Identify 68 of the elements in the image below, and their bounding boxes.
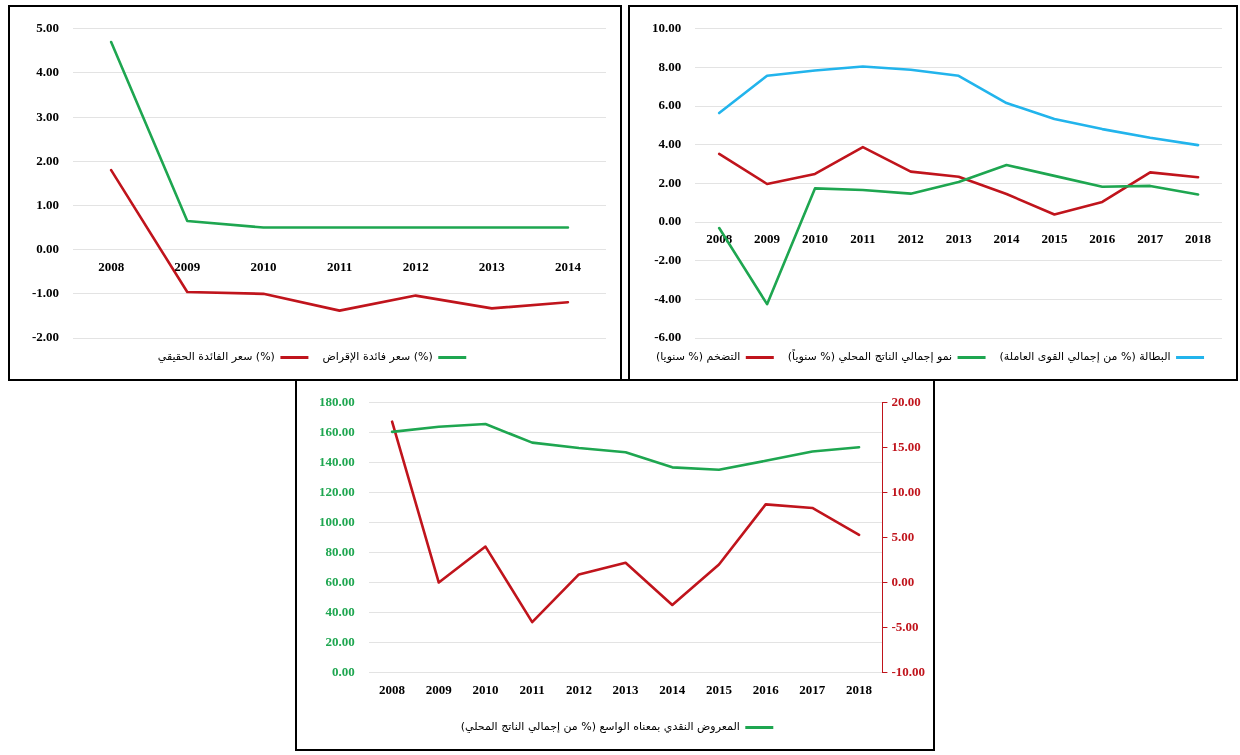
y-tick-label: 140.00 (319, 454, 355, 470)
y-tick-label: 8.00 (658, 58, 682, 74)
y-tick-label: -6.00 (654, 329, 682, 345)
y-tick-label: 0.00 (332, 663, 355, 679)
x-tick-label: 2010 (472, 681, 499, 697)
y2-tick-label: 15.00 (891, 439, 921, 455)
legend-label: نمو إجمالي الناتج المحلي (% سنوياً) (787, 347, 953, 364)
x-tick-label: 2011 (850, 231, 876, 247)
y-tick-label: 10.00 (652, 20, 682, 36)
legend-label: سعر فائدة الإقراض (%) (322, 350, 433, 364)
x-tick-label: 2009 (174, 258, 201, 274)
y-tick-label: 3.00 (36, 108, 60, 124)
x-tick-label: 2011 (326, 258, 353, 274)
x-tick-label: 2014 (554, 258, 582, 274)
x-tick-label: 2009 (754, 231, 781, 247)
x-tick-label: 2018 (846, 681, 873, 697)
x-tick-label: 2012 (402, 258, 429, 274)
x-tick-label: 2013 (945, 231, 973, 247)
y-tick-label: -1.00 (31, 285, 60, 301)
y-tick-label: 2.00 (658, 174, 682, 190)
x-tick-label: 2014 (659, 681, 686, 697)
x-tick-label: 2017 (1137, 231, 1164, 247)
x-tick-label: 2013 (612, 681, 640, 697)
y-tick-label: 2.00 (36, 152, 60, 168)
y-tick-label: -4.00 (654, 290, 682, 306)
y-tick-label: 160.00 (319, 424, 355, 440)
x-tick-label: 2016 (752, 681, 780, 697)
y-tick-label: 20.00 (325, 633, 355, 649)
x-tick-label: 2015 (705, 681, 733, 697)
y-tick-label: 6.00 (658, 97, 682, 113)
y-tick-label: 100.00 (319, 513, 355, 529)
legend-label: المعروض النقدي بمعناه الواسع (% من إجمالي الناتج المحلي) (460, 720, 740, 734)
x-tick-label: 2012 (565, 681, 592, 697)
x-tick-label: 2011 (519, 681, 545, 697)
y-tick-label: 40.00 (325, 603, 355, 619)
y-tick-label: -2.00 (31, 329, 60, 345)
y2-tick-label: 0.00 (891, 573, 915, 589)
x-tick-label: 2012 (897, 231, 924, 247)
y-tick-label: 4.00 (36, 64, 60, 80)
x-tick-label: 2017 (799, 681, 826, 697)
x-tick-label: 2015 (1041, 231, 1068, 247)
y-tick-label: -2.00 (654, 252, 682, 268)
y-tick-label: 60.00 (325, 573, 355, 589)
y-tick-label: 0.00 (36, 241, 60, 257)
y2-tick-label: 20.00 (891, 394, 921, 410)
y2-tick-label: -10.00 (891, 663, 926, 679)
y-tick-label: 0.00 (658, 213, 682, 229)
x-tick-label: 2008 (98, 258, 125, 274)
x-tick-label: 2009 (425, 681, 453, 697)
x-tick-label: 2018 (1185, 231, 1212, 247)
legend-label: البطالة (% من إجمالي القوى العاملة) (999, 350, 1171, 364)
y-tick-label: 120.00 (319, 484, 355, 500)
y-tick-label: 5.00 (36, 20, 60, 36)
x-tick-label: 2013 (478, 258, 506, 274)
x-tick-label: 2008 (379, 681, 406, 697)
x-tick-label: 2010 (801, 231, 828, 247)
y-tick-label: 180.00 (319, 394, 355, 410)
y2-tick-label: 10.00 (891, 484, 921, 500)
x-tick-label: 2010 (250, 258, 277, 274)
y-tick-label: 1.00 (36, 196, 60, 212)
y-tick-label: 80.00 (325, 543, 355, 559)
y2-tick-label: 5.00 (891, 528, 915, 544)
legend-label: سعر الفائدة الحقيقي (%) (157, 350, 275, 364)
x-tick-label: 2014 (993, 231, 1021, 247)
y2-tick-label: -5.00 (891, 618, 919, 634)
y-tick-label: 4.00 (658, 136, 682, 152)
x-tick-label: 2016 (1089, 231, 1116, 247)
legend-label: التضخم (% سنويا) (655, 350, 741, 364)
